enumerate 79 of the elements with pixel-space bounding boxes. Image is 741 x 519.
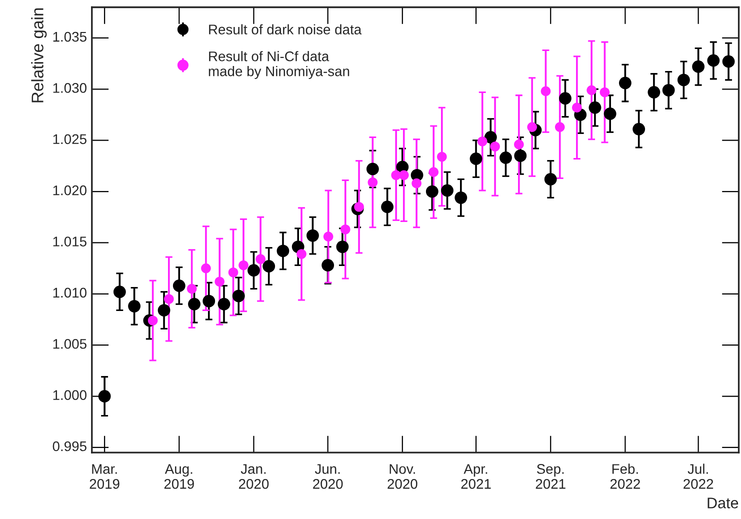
point — [296, 249, 306, 259]
point — [540, 86, 551, 96]
point — [381, 200, 394, 214]
y-tick-label: 1.010 — [53, 288, 86, 298]
y-tick-label: 1.000 — [53, 390, 86, 400]
point — [228, 267, 238, 278]
point — [306, 229, 319, 242]
point — [214, 276, 225, 287]
point — [322, 259, 334, 272]
point — [412, 178, 422, 188]
point — [662, 84, 675, 96]
point — [618, 76, 632, 90]
point — [323, 232, 334, 242]
x-tick-label: Sep. 2021 — [536, 464, 566, 489]
point — [188, 298, 200, 310]
legend-label: Result of dark noise data — [209, 24, 362, 34]
point — [588, 101, 602, 114]
y-tick-label: 1.035 — [53, 32, 86, 42]
point — [276, 244, 290, 258]
y-tick-label: 0.995 — [52, 441, 86, 452]
x-tick-label: Jul. 2022 — [684, 464, 714, 489]
point — [336, 240, 349, 254]
y-tick-label: 1.005 — [53, 338, 86, 349]
point — [470, 152, 482, 165]
y-tick-label: 1.030 — [53, 83, 86, 93]
point — [514, 140, 524, 150]
point — [441, 184, 454, 197]
x-axis-title: Date — [708, 498, 738, 508]
point — [559, 92, 572, 105]
point — [527, 122, 537, 132]
y-tick-label: 1.020 — [53, 185, 86, 196]
point — [98, 390, 111, 402]
point — [436, 152, 447, 162]
point — [172, 279, 186, 292]
point — [554, 122, 565, 132]
point — [366, 162, 379, 176]
point — [158, 304, 170, 316]
point — [648, 86, 660, 98]
point — [484, 131, 497, 144]
point — [164, 294, 174, 304]
point — [454, 191, 468, 204]
point — [148, 316, 158, 326]
point — [426, 185, 438, 198]
point — [202, 294, 216, 308]
point — [572, 102, 582, 112]
point — [500, 152, 512, 164]
point — [544, 173, 557, 186]
legend-label: Result of Ni-Cf data made by Ninomiya-san — [208, 51, 350, 79]
point — [354, 202, 364, 212]
point — [232, 290, 245, 302]
point — [692, 60, 705, 73]
point — [256, 254, 266, 264]
x-tick-label: Aug. 2019 — [164, 464, 194, 489]
point — [201, 263, 211, 274]
point — [677, 74, 690, 86]
x-tick-label: Nov. 2020 — [388, 464, 418, 489]
point — [632, 122, 646, 136]
y-tick-label: 1.025 — [53, 134, 86, 144]
point — [722, 55, 735, 68]
point — [248, 264, 260, 277]
point — [262, 260, 276, 272]
x-tick-label: Feb. 2022 — [610, 464, 640, 489]
x-tick-label: Jan. 2020 — [238, 464, 269, 489]
point — [238, 260, 248, 270]
point — [218, 298, 230, 310]
point — [600, 87, 610, 98]
point — [514, 149, 527, 162]
y-axis-title: Relative gain — [31, 8, 47, 102]
x-tick-label: Jun. 2020 — [313, 464, 343, 489]
y-tick-label: 1.015 — [53, 236, 86, 246]
point — [113, 286, 126, 298]
point — [707, 54, 720, 67]
point — [477, 136, 488, 146]
point — [604, 108, 616, 120]
point — [398, 170, 409, 180]
x-tick-label: Apr. 2021 — [461, 464, 491, 489]
point — [490, 142, 500, 152]
x-tick-label: Mar. 2019 — [90, 464, 120, 489]
point — [128, 300, 141, 312]
